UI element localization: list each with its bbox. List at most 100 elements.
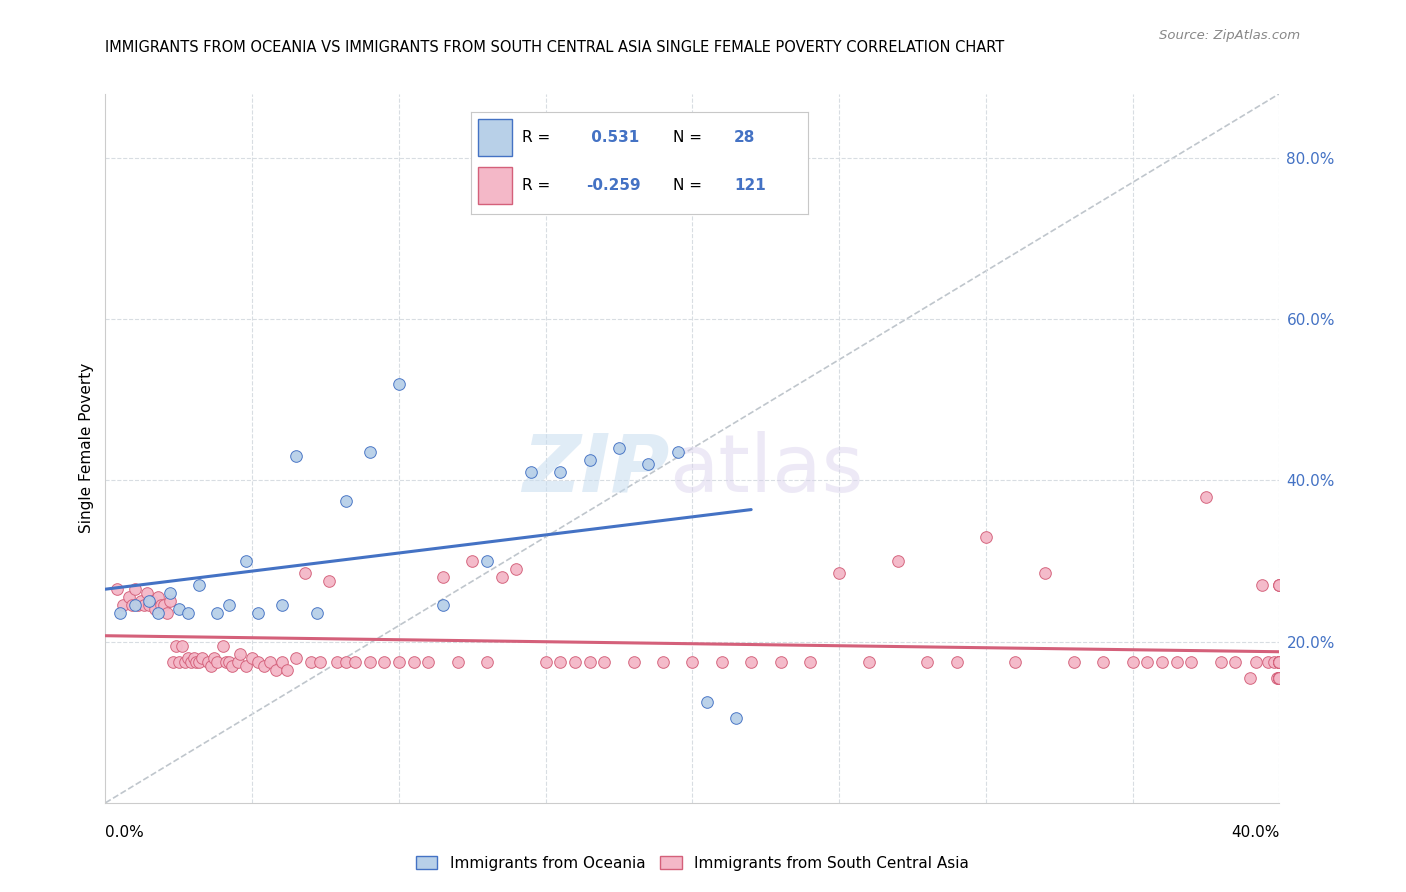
Text: atlas: atlas [669,431,863,508]
Point [153,599,176,613]
Text: R =: R = [522,178,555,193]
Point [124,582,146,597]
Point [138,599,160,613]
Point [564,655,586,669]
Point [118,591,141,605]
Point [129,594,152,608]
Point [1092,655,1115,669]
Point [623,655,645,669]
Point [226,655,249,669]
Point [247,607,270,621]
Point [170,639,193,653]
Point [505,562,527,576]
Point [1268,655,1291,669]
Point [578,655,600,669]
Point [1268,671,1291,685]
Point [1268,655,1291,669]
Point [343,655,366,669]
Point [917,655,939,669]
Point [235,554,257,568]
Point [200,658,222,673]
Point [162,655,184,669]
Point [253,658,276,673]
Text: N =: N = [673,129,707,145]
Point [593,655,616,669]
Text: 0.0%: 0.0% [105,825,145,839]
Point [218,599,240,613]
Point [1268,578,1291,592]
Point [318,574,340,589]
Point [520,466,543,480]
Point [373,655,395,669]
Point [167,655,190,669]
Y-axis label: Single Female Poverty: Single Female Poverty [79,363,94,533]
Point [294,566,316,581]
Point [141,594,163,608]
Point [165,639,187,653]
Point [1268,671,1291,685]
Point [186,655,208,669]
Point [176,650,198,665]
Text: R =: R = [522,129,555,145]
Point [402,655,425,669]
Point [173,655,195,669]
Point [235,658,257,673]
Point [359,445,381,459]
Point [143,602,166,616]
Point [828,566,851,581]
Point [167,602,190,616]
Point [418,655,440,669]
Point [148,607,170,621]
Point [285,450,308,464]
Point [682,655,704,669]
Point [696,695,718,709]
Point [475,554,498,568]
Point [124,599,146,613]
Point [229,647,252,661]
Point [1268,655,1291,669]
Point [1166,655,1188,669]
Point [188,655,211,669]
Point [108,607,131,621]
Point [1239,671,1261,685]
Point [1268,671,1291,685]
Point [740,655,762,669]
Text: 121: 121 [734,178,766,193]
Point [259,655,281,669]
Point [1268,578,1291,592]
Point [607,442,630,455]
Point [150,599,173,613]
Point [432,599,454,613]
Text: ZIP: ZIP [522,431,669,508]
Point [148,591,170,605]
Point [1033,566,1056,581]
Point [1195,490,1218,504]
Point [326,655,349,669]
Point [1268,671,1291,685]
Point [159,594,181,608]
Point [1268,655,1291,669]
Point [188,578,211,592]
Point [132,599,155,613]
Point [359,655,381,669]
Point [1268,671,1291,685]
Point [191,650,214,665]
Point [1268,655,1291,669]
Point [176,607,198,621]
Point [1268,671,1291,685]
Point [769,655,792,669]
Point [270,599,292,613]
Point [461,554,484,568]
Point [221,658,243,673]
Point [1136,655,1159,669]
Point [432,570,454,584]
Point [710,655,733,669]
Point [1268,655,1291,669]
Point [388,655,411,669]
Point [550,466,572,480]
Point [1263,655,1285,669]
Point [276,663,298,677]
Point [945,655,967,669]
Point [270,655,292,669]
Point [652,655,675,669]
